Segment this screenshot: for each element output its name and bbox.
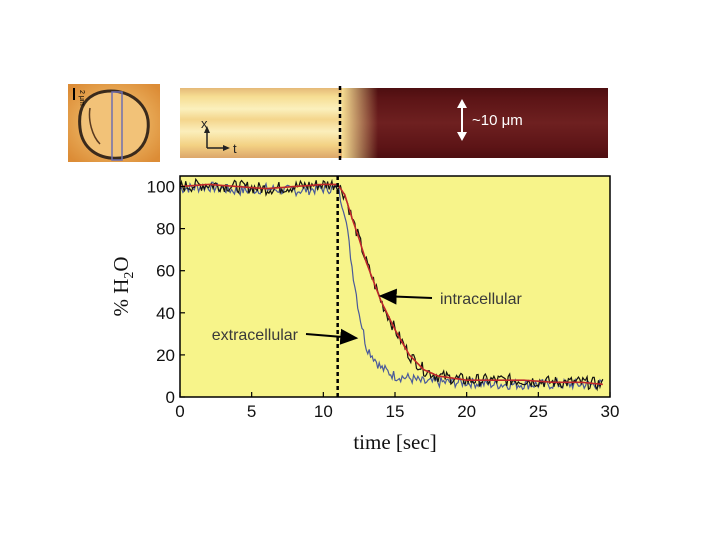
y-tick-label: 40 [156,304,175,323]
y-axis-title-suffix: O [109,256,133,271]
y-axis-title: % H2O [109,256,137,316]
x-tick-label: 10 [314,402,333,421]
x-tick-label: 15 [386,402,405,421]
annotation-arrow [378,288,433,305]
x-tick-label: 25 [529,402,548,421]
series-intracellular-line [179,177,604,392]
annotation-layer: intracellular extracellular [212,288,522,345]
x-tick-label: 0 [175,402,184,421]
y-axis-title-subscript: 2 [122,272,137,279]
kymograph-size-label: ~10 μm [472,112,523,129]
y-tick-label: 80 [156,220,175,239]
x-axis-title: time [sec] [353,430,436,454]
series-intracellular-fit-line [179,183,603,386]
annotation-label: extracellular [212,327,299,344]
x-tick-label: 30 [601,402,620,421]
annotation-label: intracellular [440,291,522,308]
x-tick-label: 5 [247,402,256,421]
y-tick-label: 0 [166,388,175,407]
y-tick-label: 100 [147,178,175,197]
plot-area [180,176,610,397]
x-tick-label: 20 [457,402,476,421]
y-tick-label: 20 [156,346,175,365]
scale-bar-label: 2 μm [78,90,85,106]
kymograph: x t ~10 μm [180,86,608,160]
annotation-arrow [305,328,359,345]
kymograph-axis-t-label: t [233,141,237,156]
y-axis: 0 20 40 60 80 100 [147,178,185,407]
y-axis-title-prefix: % H [109,279,133,317]
y-tick-label: 60 [156,262,175,281]
cell-micrograph: 2 μm [68,84,160,162]
x-axis: 0 5 10 15 20 25 30 [175,392,619,421]
kymograph-axis-x-label: x [201,116,208,131]
line-scan-roi [111,91,123,161]
series-layer [179,177,604,392]
chart: 0 5 10 15 20 25 30 0 20 40 60 80 100 time [sec] % H… [109,175,619,454]
